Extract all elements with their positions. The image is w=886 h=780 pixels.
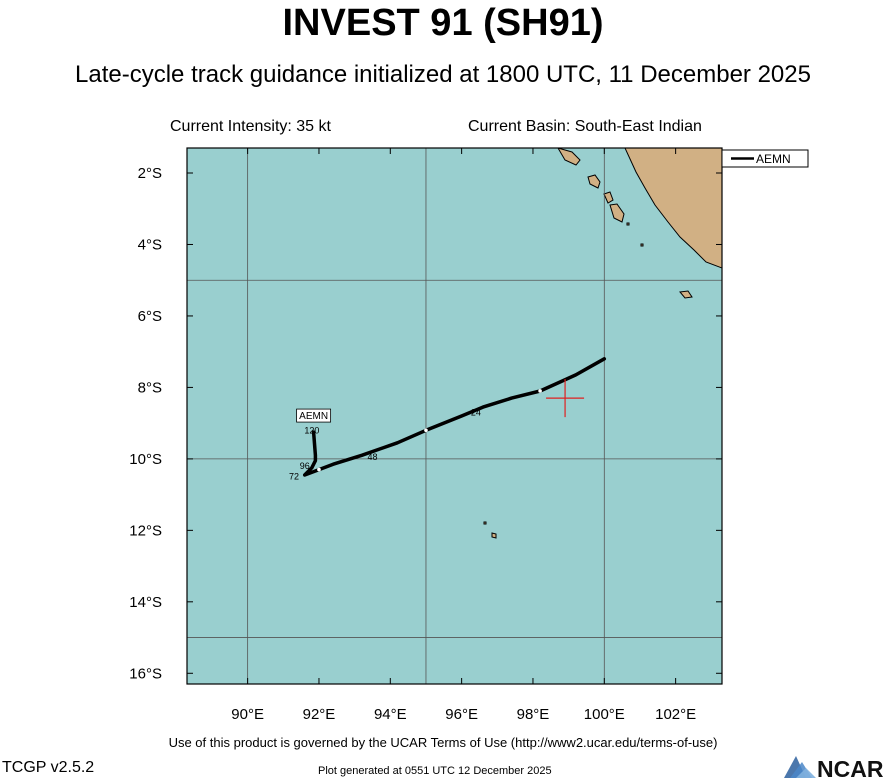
terms-of-use: Use of this product is governed by the U…: [168, 735, 718, 750]
land-sumatra: [624, 148, 722, 269]
lon-tick-label: 98°E: [517, 706, 550, 723]
lat-tick-label: 16°S: [129, 665, 162, 682]
island-cocos-north: [483, 521, 487, 525]
track-hour-label: 48: [367, 452, 377, 462]
ncar-logo: NCAR: [784, 756, 884, 780]
track-line-aemn: [302, 357, 607, 477]
lon-tick-label: 102°E: [655, 706, 696, 723]
track-hour-label: 120: [304, 425, 319, 435]
chart-subtitle: Late-cycle track guidance initialized at…: [75, 61, 811, 88]
island-enggano: [679, 290, 693, 299]
island-nias: [587, 174, 601, 189]
map-gridlines: [187, 148, 722, 684]
legend-label-aemn: AEMN: [756, 152, 791, 166]
legend: AEMN: [721, 149, 809, 168]
island-small-2: [640, 243, 644, 247]
lon-tick-label: 100°E: [584, 706, 625, 723]
island-small-1: [626, 222, 630, 226]
lon-tick-label: 92°E: [303, 706, 336, 723]
track-hour-label: 24: [471, 407, 481, 417]
island-batu: [603, 191, 614, 204]
axis-ticks: 90°E 92°E 94°E 96°E 98°E 100°E 102°E 2°S 4°S 6°S 8…: [129, 148, 722, 723]
track-end-label: AEMN: [299, 411, 328, 422]
island-simeulue: [557, 148, 581, 166]
track-hour-label: 72: [289, 472, 299, 482]
generated-timestamp: Plot generated at 0551 UTC 12 December 2…: [318, 765, 552, 777]
lat-tick-label: 12°S: [129, 522, 162, 539]
lat-tick-label: 2°S: [138, 165, 162, 182]
lon-tick-label: 96°E: [445, 706, 478, 723]
plot-frame: [186, 147, 723, 685]
current-intensity: Current Intensity: 35 kt: [170, 118, 331, 135]
lat-tick-label: 14°S: [129, 594, 162, 611]
lon-tick-label: 94°E: [374, 706, 407, 723]
lon-tick-label: 90°E: [231, 706, 264, 723]
island-cocos: [491, 532, 497, 539]
ocean-area: [187, 148, 722, 684]
current-basin: Current Basin: South-East Indian: [468, 118, 702, 135]
lat-tick-label: 10°S: [129, 451, 162, 468]
chart-title: INVEST 91 (SH91): [282, 2, 604, 44]
track-end-label-box: [296, 408, 332, 423]
lat-tick-label: 8°S: [138, 379, 162, 396]
track-interval-marker: [424, 428, 428, 433]
current-position-marker: [546, 379, 585, 418]
track-interval-marker: [538, 389, 542, 393]
version-label: TCGP v2.5.2: [2, 759, 95, 776]
lat-tick-label: 6°S: [138, 308, 162, 325]
ncar-logo-text: NCAR: [817, 756, 884, 780]
lat-tick-label: 4°S: [138, 236, 162, 253]
island-siberut: [609, 203, 625, 223]
track-interval-marker: [317, 467, 321, 472]
track-hour-label: 96: [300, 461, 310, 471]
